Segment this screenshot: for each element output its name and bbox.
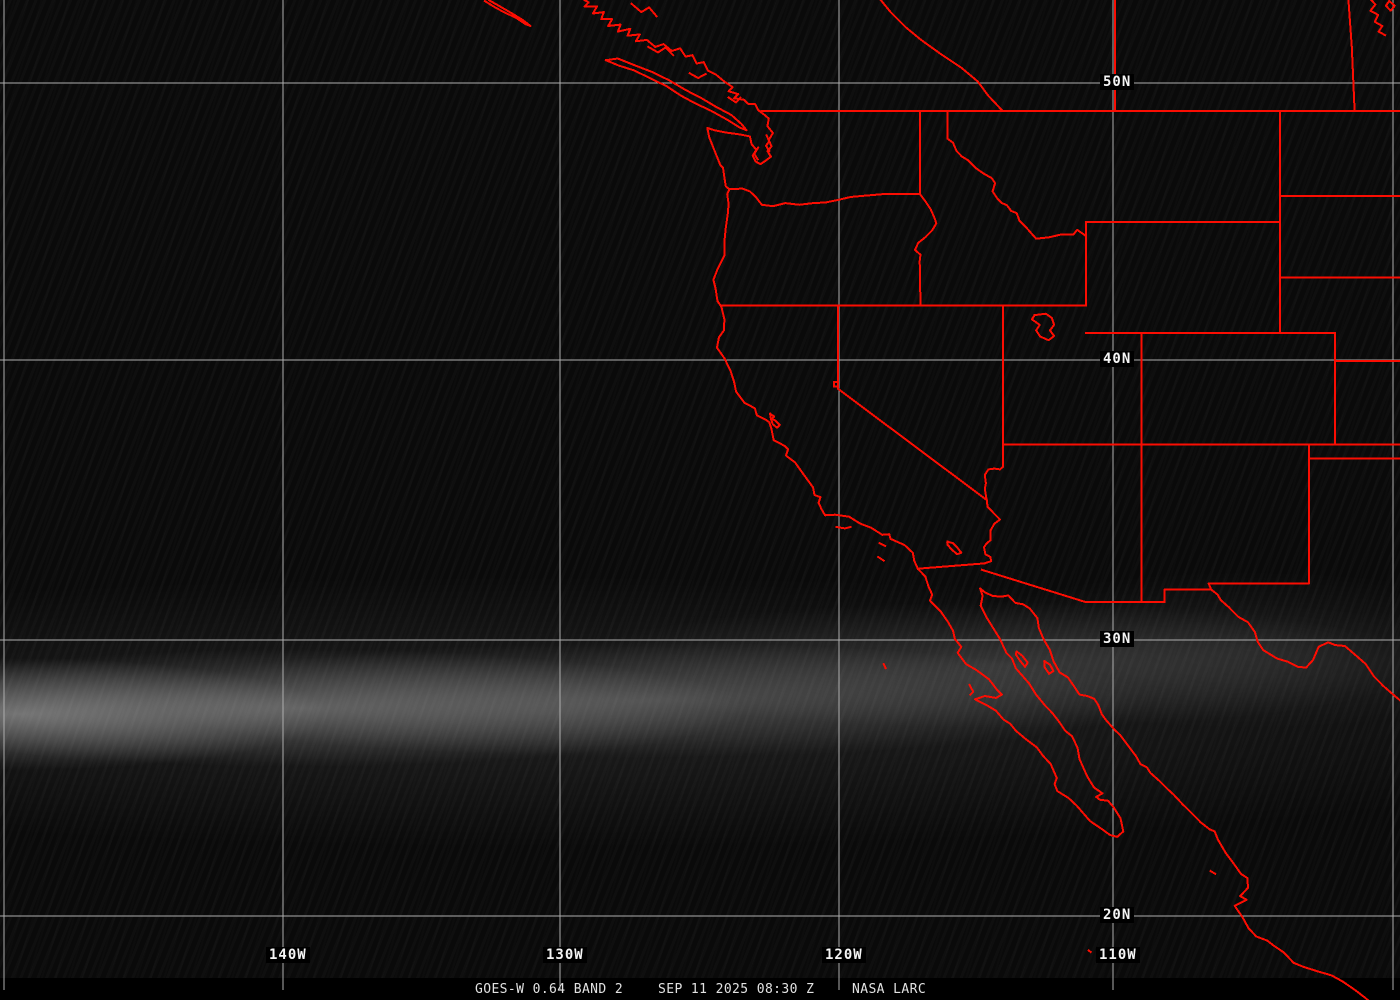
haida-gwaii-coast	[483, 0, 532, 27]
wa-or-border-columbia	[728, 187, 921, 208]
san-clemente-island	[876, 555, 886, 562]
nm-mexico-border	[1084, 588, 1213, 603]
bc-mainland-and-us-pacific-coast	[582, 0, 920, 571]
sk-mb-border	[1347, 0, 1356, 112]
lat-label-20n: 20N	[1100, 907, 1135, 923]
caption-credit: NASA LARC	[852, 982, 927, 997]
nv-az-border-colorado-river	[983, 443, 1005, 502]
san-francisco-bay	[768, 412, 781, 429]
salton-sea	[946, 540, 963, 556]
tx-nm-border	[1207, 457, 1310, 591]
id-mt-border	[946, 109, 1088, 240]
ca-mexico-border	[916, 562, 986, 570]
lon-label-120w: 120W	[822, 947, 866, 963]
bc-fjord-b	[646, 45, 675, 57]
isla-guadalupe	[882, 662, 887, 670]
or-id-border-snake	[914, 192, 938, 307]
isla-angel-de-la-guarda	[1014, 650, 1029, 668]
rio-grande	[1209, 588, 1400, 702]
bc-fjord-c	[688, 71, 707, 79]
mb-lake-blob	[1384, 0, 1396, 12]
channel-islands	[835, 525, 852, 530]
ca-az-border-colorado-river	[983, 498, 1001, 565]
lake-tahoe	[832, 380, 839, 388]
isla-socorro	[1087, 948, 1093, 954]
islas-marias	[1209, 869, 1217, 876]
baja-and-mexico-coast	[916, 567, 1370, 1000]
great-salt-lake	[1030, 312, 1056, 342]
caption-row: GOES-W 0.64 BAND 2 SEP 11 2025 08:30 Z N…	[0, 982, 1400, 1000]
lon-label-110w: 110W	[1096, 947, 1140, 963]
bc-fjord-a	[630, 2, 659, 18]
hood-canal	[753, 146, 760, 161]
mb-lakeshore	[1369, 0, 1387, 37]
ok-panhandle-border	[1307, 443, 1400, 460]
lon-label-140w: 140W	[266, 947, 310, 963]
political-map-outlines	[483, 0, 1400, 1000]
caption-product: GOES-W 0.64 BAND 2	[475, 982, 624, 997]
ca-nv-border	[837, 304, 989, 502]
puget-inlet-a	[765, 133, 771, 153]
howe-sound	[727, 96, 742, 104]
bc-ab-divide	[879, 0, 1004, 113]
lat-label-40n: 40N	[1100, 351, 1135, 367]
caption-timestamp: SEP 11 2025 08:30 Z	[658, 982, 815, 997]
isla-cedros	[968, 683, 975, 697]
caption-bar	[0, 978, 1400, 1000]
lat-label-30n: 30N	[1100, 631, 1135, 647]
catalina-island	[878, 541, 887, 548]
vancouver-island	[604, 57, 748, 132]
az-mexico-border	[980, 568, 1087, 604]
lon-label-130w: 130W	[543, 947, 587, 963]
isla-tiburon	[1043, 659, 1055, 675]
lat-label-50n: 50N	[1100, 74, 1135, 90]
